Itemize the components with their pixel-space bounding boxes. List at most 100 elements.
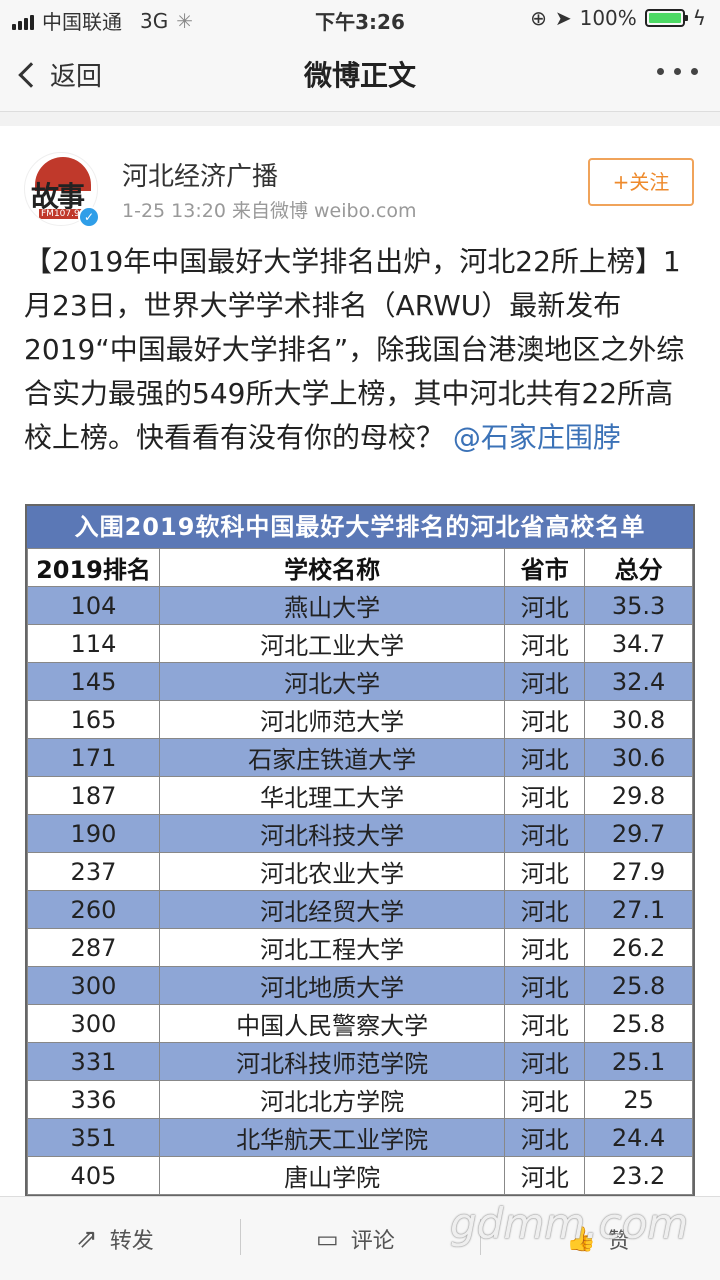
- table-row: 104 燕山大学 河北 35.3: [27, 586, 693, 625]
- score-cell: 26.2: [584, 928, 693, 967]
- rank-cell: 187: [27, 776, 160, 815]
- table-row: 405 唐山学院 河北 23.2: [27, 1156, 693, 1195]
- province-cell: 河北: [504, 662, 586, 701]
- score-cell: 27.1: [584, 890, 693, 929]
- school-cell: 河北师范大学: [158, 700, 506, 739]
- province-cell: 河北: [504, 586, 586, 625]
- school-cell: 北华航天工业学院: [158, 1118, 506, 1157]
- score-cell: 25.1: [584, 1042, 693, 1081]
- ranking-table-image[interactable]: 入围2019软科中国最好大学排名的河北省高校名单 2019排名 学校名称 省市 …: [25, 504, 695, 1196]
- like-button[interactable]: 👍 赞: [566, 1223, 630, 1255]
- rank-cell: 287: [27, 928, 160, 967]
- province-cell: 河北: [504, 1080, 586, 1119]
- table-row: 336 河北北方学院 河北 25: [27, 1080, 693, 1119]
- back-button[interactable]: 返回: [16, 56, 102, 93]
- score-cell: 25.8: [584, 1004, 693, 1043]
- score-cell: 32.4: [584, 662, 693, 701]
- post-meta: 1-25 13:20 来自微博 weibo.com: [122, 200, 417, 222]
- school-cell: 燕山大学: [158, 586, 506, 625]
- rank-cell: 171: [27, 738, 160, 777]
- table-row: 171 石家庄铁道大学 河北 30.6: [27, 738, 693, 777]
- table-row: 145 河北大学 河北 32.4: [27, 662, 693, 701]
- province-cell: 河北: [504, 700, 586, 739]
- school-cell: 中国人民警察大学: [158, 1004, 506, 1043]
- score-cell: 35.3: [584, 586, 693, 625]
- post-content: 故事 FM107.9 ✓ 河北经济广播 1-25 13:20 来自微博 weib…: [0, 126, 720, 1196]
- more-icon[interactable]: [657, 68, 698, 75]
- table-row: 351 北华航天工业学院 河北 24.4: [27, 1118, 693, 1157]
- verified-icon: ✓: [78, 206, 100, 228]
- avatar-logo-text: 故事: [31, 180, 85, 213]
- header-province: 省市: [504, 548, 586, 587]
- province-cell: 河北: [504, 1156, 586, 1195]
- comment-button[interactable]: ▭ 评论: [316, 1223, 395, 1255]
- rank-cell: 351: [27, 1118, 160, 1157]
- table-row: 187 华北理工大学 河北 29.8: [27, 776, 693, 815]
- rotation-lock-icon: ⊕: [530, 6, 547, 30]
- carrier-label: 中国联通: [42, 10, 122, 34]
- province-cell: 河北: [504, 624, 586, 663]
- repost-button[interactable]: ⇗ 转发: [76, 1223, 154, 1255]
- province-cell: 河北: [504, 966, 586, 1005]
- charging-icon: ϟ: [692, 6, 706, 30]
- province-cell: 河北: [504, 776, 586, 815]
- avatar[interactable]: 故事 FM107.9: [24, 152, 98, 226]
- rank-cell: 165: [27, 700, 160, 739]
- province-cell: 河北: [504, 928, 586, 967]
- province-cell: 河北: [504, 890, 586, 929]
- follow-button[interactable]: +关注: [588, 158, 694, 206]
- school-cell: 唐山学院: [158, 1156, 506, 1195]
- province-cell: 河北: [504, 1004, 586, 1043]
- table-row: 287 河北工程大学 河北 26.2: [27, 928, 693, 967]
- table-row: 300 河北地质大学 河北 25.8: [27, 966, 693, 1005]
- loading-icon: ✳: [176, 8, 193, 33]
- author-name[interactable]: 河北经济广播: [122, 162, 279, 192]
- province-cell: 河北: [504, 852, 586, 891]
- rank-cell: 336: [27, 1080, 160, 1119]
- province-cell: 河北: [504, 814, 586, 853]
- mention-link[interactable]: @石家庄围脖: [452, 421, 621, 454]
- share-icon: ⇗: [76, 1224, 98, 1254]
- page-title: 微博正文: [303, 59, 416, 92]
- score-cell: 29.7: [584, 814, 693, 853]
- avatar-fm-label: FM107.9: [39, 209, 82, 219]
- status-bar: 中国联通 3G ✳ 下午3:26 ⊕ ➤ 100% ϟ: [0, 0, 720, 36]
- score-cell: 29.8: [584, 776, 693, 815]
- rank-cell: 405: [27, 1156, 160, 1195]
- table-header-row: 2019排名 学校名称 省市 总分: [27, 548, 693, 587]
- province-cell: 河北: [504, 1118, 586, 1157]
- header-rank: 2019排名: [27, 548, 160, 587]
- school-cell: 河北农业大学: [158, 852, 506, 891]
- divider: [240, 1219, 241, 1255]
- score-cell: 25: [584, 1080, 693, 1119]
- ranking-table: 2019排名 学校名称 省市 总分 104 燕山大学 河北 35.3 114 河北工业大学…: [27, 548, 693, 1195]
- comment-label: 评论: [350, 1229, 395, 1254]
- rank-cell: 145: [27, 662, 160, 701]
- rank-cell: 260: [27, 890, 160, 929]
- score-cell: 25.8: [584, 966, 693, 1005]
- rank-cell: 104: [27, 586, 160, 625]
- action-bar: ⇗ 转发 ▭ 评论 👍 赞 gdmm.com: [0, 1196, 720, 1280]
- rank-cell: 300: [27, 1004, 160, 1043]
- table-row: 260 河北经贸大学 河北 27.1: [27, 890, 693, 929]
- table-row: 190 河北科技大学 河北 29.7: [27, 814, 693, 853]
- header-school: 学校名称: [158, 548, 506, 587]
- post-text: 【2019年中国最好大学排名出炉，河北22所上榜】1月23日，世界大学学术排名（…: [24, 245, 685, 454]
- rank-cell: 300: [27, 966, 160, 1005]
- location-icon: ➤: [554, 6, 572, 30]
- carrier-info: 中国联通 3G ✳: [12, 6, 193, 35]
- school-cell: 河北工业大学: [158, 624, 506, 663]
- rank-cell: 114: [27, 624, 160, 663]
- province-cell: 河北: [504, 1042, 586, 1081]
- watermark: gdmm.com: [450, 1199, 689, 1248]
- battery-icon: [644, 9, 688, 27]
- battery-percent: 100%: [579, 6, 637, 30]
- school-cell: 石家庄铁道大学: [158, 738, 506, 777]
- clock: 下午3:26: [315, 10, 405, 34]
- signal-icon: [12, 12, 34, 30]
- school-cell: 华北理工大学: [158, 776, 506, 815]
- post-body: 【2019年中国最好大学排名出炉，河北22所上榜】1月23日，世界大学学术排名（…: [24, 240, 696, 460]
- table-row: 237 河北农业大学 河北 27.9: [27, 852, 693, 891]
- like-label: 赞: [607, 1229, 630, 1254]
- score-cell: 27.9: [584, 852, 693, 891]
